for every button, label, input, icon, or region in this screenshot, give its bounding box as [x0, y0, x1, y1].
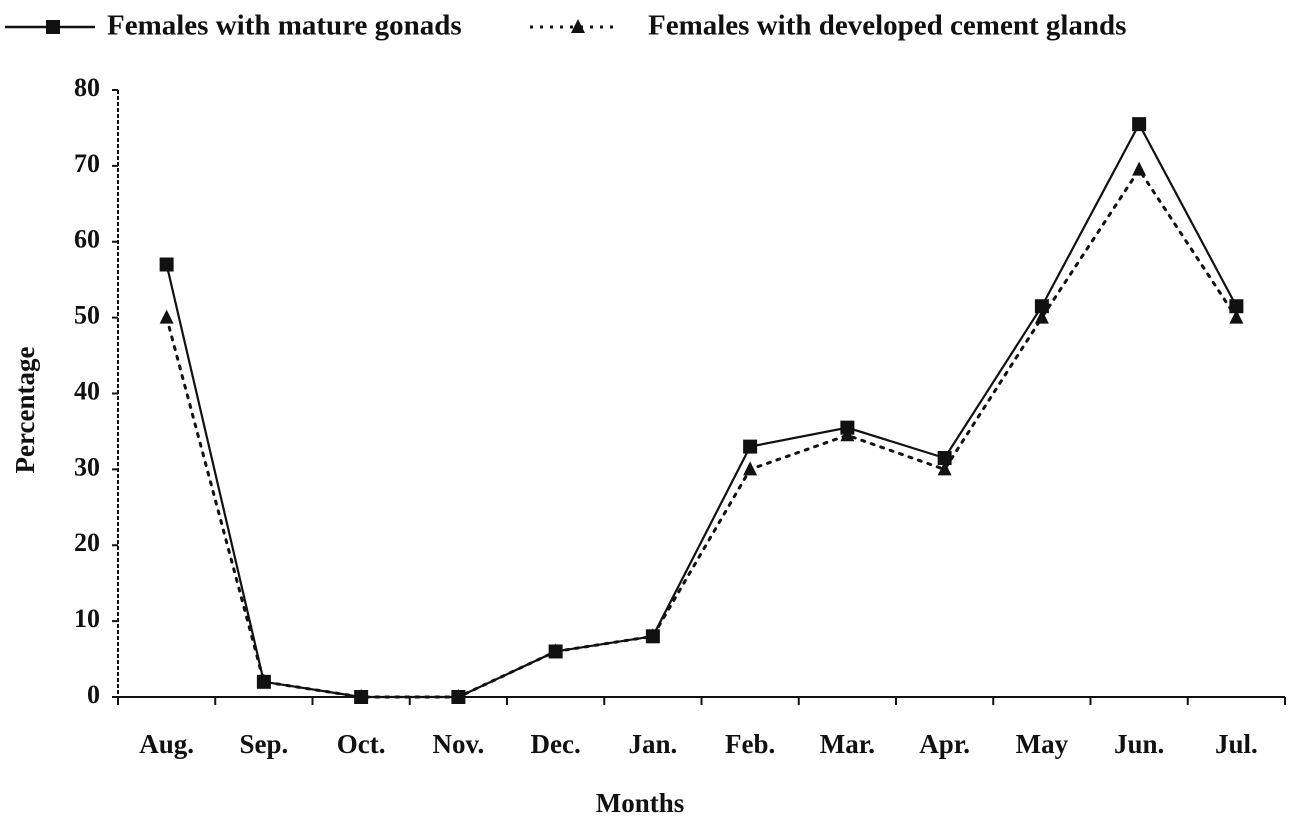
y-axis-title: Percentage	[10, 347, 40, 474]
marker-triangle	[937, 461, 952, 476]
x-tick-label: Jan.	[628, 729, 677, 759]
x-tick-label: Sep.	[239, 729, 288, 759]
series-line	[165, 166, 1238, 699]
marker-triangle	[1229, 309, 1244, 324]
x-tick-label: Feb.	[725, 729, 775, 759]
x-tick-label: Nov.	[432, 729, 484, 759]
marker-triangle	[1132, 161, 1147, 176]
marker-square	[937, 450, 952, 465]
y-tick-label: 40	[74, 376, 100, 405]
y-tick-label: 30	[74, 452, 100, 481]
y-tick-label: 20	[74, 528, 100, 557]
marker-triangle	[743, 461, 758, 476]
x-tick-label: Dec.	[531, 729, 581, 759]
x-tick-label: May	[1016, 729, 1069, 759]
y-tick-label: 80	[74, 73, 100, 102]
legend-label: Females with mature gonads	[107, 10, 462, 42]
x-axis-title: Months	[596, 788, 685, 818]
legend-label: Females with developed cement glands	[648, 10, 1126, 42]
x-tick-label: Aug.	[139, 729, 194, 759]
x-tick-label: Jun.	[1114, 729, 1164, 759]
marker-square	[1034, 299, 1049, 314]
x-tick-label: Apr.	[919, 729, 970, 759]
y-tick-label: 10	[74, 604, 100, 633]
x-tick-label: Oct.	[337, 729, 386, 759]
x-tick-label: Mar.	[820, 729, 875, 759]
marker-square	[548, 644, 563, 659]
y-tick-label: 60	[74, 225, 100, 254]
marker-square	[159, 257, 174, 272]
y-tick-label: 70	[74, 149, 100, 178]
marker-square	[1229, 299, 1244, 314]
marker-triangle	[1034, 309, 1049, 324]
legend-marker	[46, 20, 60, 34]
y-tick-label: 0	[87, 680, 100, 709]
marker-square	[743, 439, 758, 454]
marker-square	[645, 629, 660, 644]
x-tick-label: Jul.	[1215, 729, 1258, 759]
marker-triangle	[159, 309, 174, 324]
legend-marker	[571, 19, 585, 33]
y-tick-label: 50	[74, 301, 100, 330]
marker-square	[840, 420, 855, 435]
marker-square	[451, 690, 466, 704]
marker-square	[1132, 117, 1147, 132]
marker-square	[256, 674, 271, 689]
series-line	[165, 121, 1238, 699]
marker-square	[354, 690, 369, 704]
